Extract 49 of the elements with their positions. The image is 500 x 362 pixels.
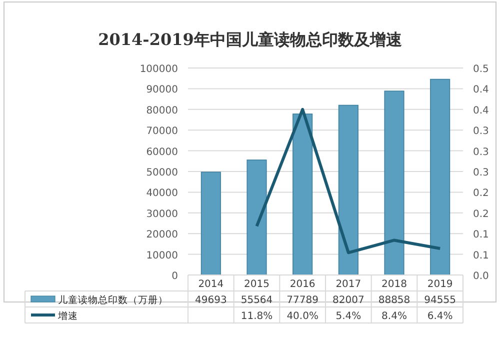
y2-tick-label: 0.2 xyxy=(473,208,489,220)
data-label: 11.8% xyxy=(240,311,273,322)
y-tick-label: 80000 xyxy=(146,105,178,116)
chart-title: 2014-2019年中国儿童读物总印数及增速 xyxy=(98,30,403,49)
y2-tick-label: 0.0 xyxy=(473,271,489,282)
y2-tick-label: 0.3 xyxy=(473,168,489,178)
y2-tick-label: 0.5 xyxy=(473,64,489,75)
data-label: 49693 xyxy=(195,295,227,306)
bar xyxy=(200,172,221,276)
data-label: 40.0% xyxy=(286,311,318,322)
y2-tick-label: 0.4 xyxy=(473,84,489,96)
data-label: 82007 xyxy=(332,295,364,306)
bar xyxy=(338,104,358,276)
bar xyxy=(430,78,450,276)
x-tick-label: 2018 xyxy=(382,279,407,290)
legend-label: 增速 xyxy=(57,310,78,322)
bar xyxy=(246,160,267,276)
y2-tick-label: 0.3 xyxy=(473,146,489,158)
y2-tick-label: 0.2 xyxy=(473,188,489,200)
y-tick-label: 50000 xyxy=(146,168,178,178)
y-tick-label: 100000 xyxy=(140,64,178,75)
y2-tick-label: 0.1 xyxy=(473,250,489,262)
x-tick-label: 2014 xyxy=(198,279,224,290)
y-tick-label: 40000 xyxy=(146,188,178,200)
data-label: 8.4% xyxy=(382,311,407,322)
legend-label: 儿童读物总印数（万册） xyxy=(58,294,168,306)
y-tick-label: 90000 xyxy=(146,84,178,96)
x-tick-label: 2017 xyxy=(336,279,362,290)
y-tick-label: 60000 xyxy=(146,146,178,158)
y-tick-label: 30000 xyxy=(146,208,178,220)
y-tick-label: 20000 xyxy=(146,230,178,241)
x-tick-label: 2016 xyxy=(290,279,316,290)
data-label: 88858 xyxy=(378,295,410,306)
y2-tick-label: 0.3 xyxy=(473,126,489,138)
data-label: 55564 xyxy=(240,295,273,306)
y-tick-label: 70000 xyxy=(146,126,178,138)
y2-tick-label: 0.1 xyxy=(473,230,489,241)
data-label: 6.4% xyxy=(427,311,453,322)
line-series xyxy=(255,108,442,254)
data-label: 5.4% xyxy=(336,311,362,322)
data-label: 94555 xyxy=(424,295,456,306)
bar xyxy=(292,114,313,276)
y-tick-label: 10000 xyxy=(146,250,178,262)
x-tick-label: 2019 xyxy=(427,279,453,290)
x-tick-label: 2015 xyxy=(244,279,270,290)
bar xyxy=(384,90,404,276)
y-tick-label: 0 xyxy=(172,271,178,282)
data-label: 77789 xyxy=(286,295,318,306)
y2-tick-label: 0.4 xyxy=(473,105,489,116)
